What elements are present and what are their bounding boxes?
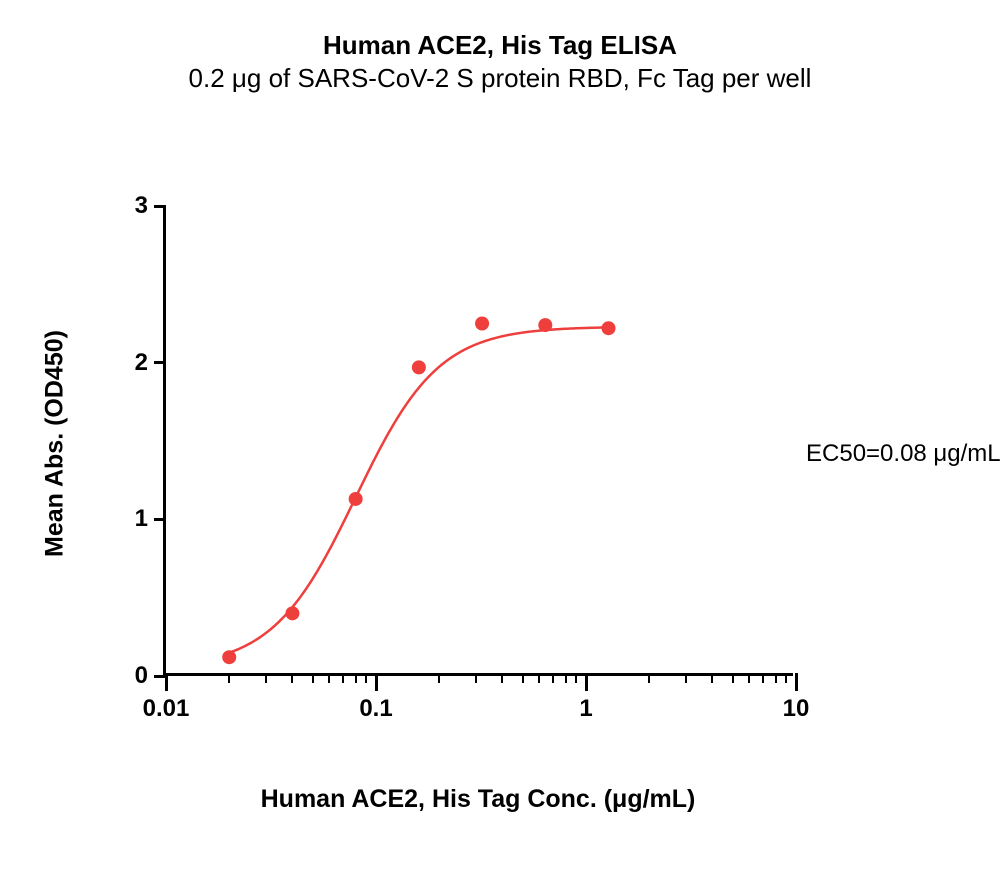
ec50-annotation: EC50=0.08 μg/mL [806,440,1000,468]
data-point [412,360,426,374]
x-axis-label: Human ACE2, His Tag Conc. (μg/mL) [261,785,696,814]
x-tick-minor [328,673,330,683]
data-point [602,321,616,335]
x-tick-minor [365,673,367,683]
x-tick-minor [785,673,787,683]
x-tick-minor [291,673,293,683]
y-tick [154,518,166,521]
y-tick-label: 1 [135,505,148,533]
x-tick-minor [501,673,503,683]
x-tick-minor [565,673,567,683]
x-tick-minor [475,673,477,683]
data-point [538,318,552,332]
x-tick-minor [748,673,750,683]
data-point [349,492,363,506]
x-tick-label: 10 [783,695,810,723]
x-tick-minor [312,673,314,683]
y-tick-label: 3 [135,192,148,220]
x-tick-minor [552,673,554,683]
x-tick-minor [762,673,764,683]
chart-subtitle: 0.2 μg of SARS-CoV-2 S protein RBD, Fc T… [0,63,1000,94]
data-point [222,650,236,664]
x-tick-minor [265,673,267,683]
x-tick-minor [342,673,344,683]
x-tick-minor [575,673,577,683]
x-tick-minor [648,673,650,683]
x-tick-minor [228,673,230,683]
x-tick-label: 0.01 [143,695,190,723]
y-tick [154,361,166,364]
y-axis-label: Mean Abs. (OD450) [41,324,70,564]
x-tick-minor [732,673,734,683]
fit-curve [166,206,796,676]
fit-curve-path [229,327,608,652]
plot-area: 01230.010.1110 [163,206,793,676]
x-tick-minor [711,673,713,683]
x-tick-major [375,673,378,691]
x-tick-major [795,673,798,691]
x-tick-major [585,673,588,691]
x-tick-label: 0.1 [359,695,392,723]
x-tick-minor [355,673,357,683]
y-tick [154,205,166,208]
chart-title: Human ACE2, His Tag ELISA [0,30,1000,61]
x-tick-minor [522,673,524,683]
y-tick-label: 0 [135,662,148,690]
y-tick-label: 2 [135,349,148,377]
x-tick-minor [685,673,687,683]
data-point [285,606,299,620]
x-tick-label: 1 [579,695,592,723]
x-tick-minor [538,673,540,683]
x-tick-minor [775,673,777,683]
x-tick-major [165,673,168,691]
data-point [475,317,489,331]
x-tick-minor [438,673,440,683]
